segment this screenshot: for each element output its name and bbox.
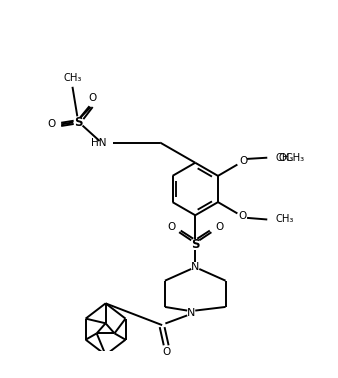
Text: CH₃: CH₃: [275, 153, 294, 163]
Text: N: N: [191, 262, 199, 271]
Text: CH₃: CH₃: [63, 73, 82, 83]
Text: S: S: [191, 238, 199, 251]
Text: O: O: [47, 119, 55, 129]
Text: O: O: [215, 222, 224, 232]
Text: N: N: [187, 308, 195, 318]
Text: O: O: [239, 155, 247, 166]
Text: O: O: [167, 222, 175, 232]
Text: CH₃: CH₃: [275, 214, 294, 225]
Text: O: O: [162, 347, 170, 357]
Text: S: S: [74, 116, 83, 129]
Text: OCH₃: OCH₃: [279, 153, 305, 163]
Text: O: O: [238, 211, 246, 221]
Text: HN: HN: [91, 138, 107, 147]
Text: O: O: [89, 93, 97, 103]
